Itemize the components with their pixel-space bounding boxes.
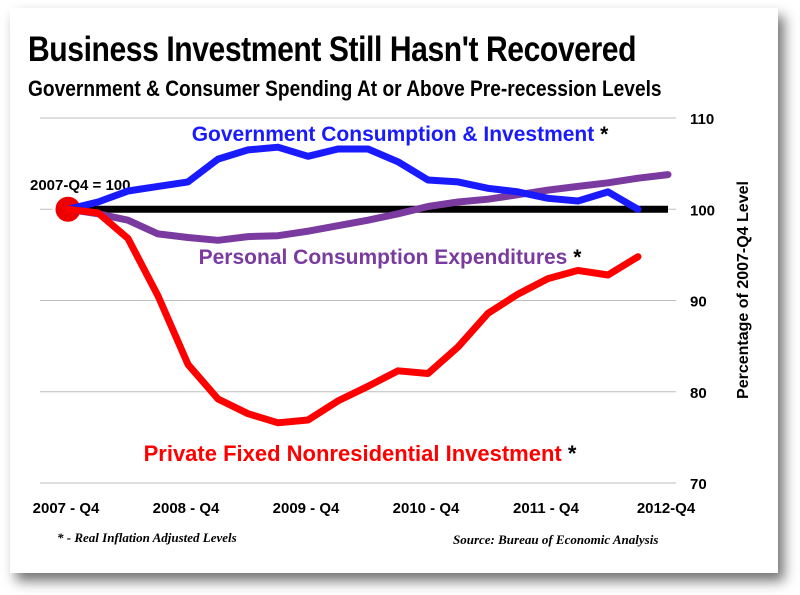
reference-line-group: 2007-Q4 = 100 <box>30 177 668 225</box>
x-tick-label: 2009 - Q4 <box>273 500 340 517</box>
y-axis-ticks: 110 100 90 80 70 <box>690 111 715 493</box>
y-tick-label: 90 <box>690 294 707 311</box>
series-lines <box>64 143 672 427</box>
series-labels: Government Consumption & Investment * Per… <box>144 123 610 466</box>
footnote: * - Real Inflation Adjusted Levels <box>57 530 237 545</box>
series-line-investment <box>64 205 642 427</box>
gridlines <box>40 117 676 484</box>
x-tick-label: 2007 - Q4 <box>33 500 100 517</box>
reference-label: 2007-Q4 = 100 <box>30 177 131 194</box>
source-note: Source: Bureau of Economic Analysis <box>453 532 659 547</box>
chart-title: Business Investment Still Hasn't Recover… <box>28 30 637 69</box>
x-tick-label: 2008 - Q4 <box>153 500 220 517</box>
y-tick-label: 110 <box>690 111 714 128</box>
series-line-consumption <box>64 171 672 244</box>
chart-subtitle: Government & Consumer Spending At or Abo… <box>28 76 662 101</box>
x-tick-label: 2012-Q4 <box>637 500 696 517</box>
chart-frame <box>10 8 778 573</box>
x-tick-label: 2011 - Q4 <box>513 500 580 517</box>
y-tick-label: 80 <box>690 385 707 402</box>
x-axis-ticks: 2007 - Q4 2008 - Q4 2009 - Q4 2010 - Q4 2011… <box>33 500 696 517</box>
x-tick-label: 2010 - Q4 <box>393 500 460 517</box>
series-label: Personal Consumption Expenditures * <box>199 246 583 269</box>
y-axis-label: Percentage of 2007-Q4 Level <box>735 181 752 399</box>
y-tick-label: 100 <box>690 202 715 219</box>
series-line-government <box>64 143 642 213</box>
y-tick-label: 70 <box>690 476 707 493</box>
series-label: Government Consumption & Investment * <box>192 123 609 146</box>
series-label: Private Fixed Nonresidential Investment … <box>144 441 577 466</box>
